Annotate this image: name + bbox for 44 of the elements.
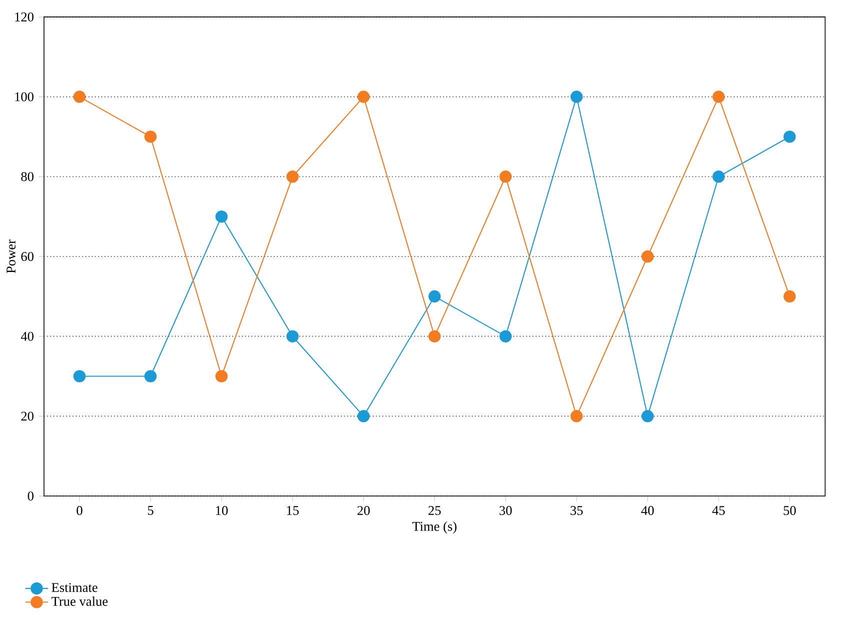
point (784, 290, 796, 303)
y-tick-label: 0 (28, 492, 34, 501)
point (73, 370, 86, 382)
point (357, 90, 370, 104)
point (144, 130, 157, 143)
point (215, 210, 228, 223)
y-axis-title: Power (6, 240, 16, 274)
y-tick-label: 60 (21, 252, 34, 262)
x-tick-label: 40 (641, 506, 654, 516)
point (642, 410, 654, 422)
point (428, 330, 441, 343)
point (144, 370, 157, 382)
point (570, 90, 583, 104)
x-tick-label: 25 (428, 506, 441, 516)
y-tick-label: 80 (21, 172, 34, 182)
legend-label: True value (52, 596, 108, 606)
point (286, 330, 299, 343)
point (642, 250, 654, 263)
point (499, 170, 512, 183)
x-tick-label: 50 (784, 506, 796, 516)
point (215, 370, 228, 382)
point (712, 170, 725, 183)
point (499, 330, 512, 343)
x-tick-label: 5 (148, 506, 154, 515)
x-tick-label: 0 (76, 506, 82, 516)
y-tick-label: 20 (21, 412, 34, 421)
point (712, 90, 725, 104)
legend-label: Estimate (52, 583, 98, 592)
x-tick-label: 20 (358, 506, 370, 516)
y-tick-label: 120 (15, 12, 34, 22)
y-tick-label: 100 (15, 92, 34, 102)
x-axis-title: Time (s) (412, 522, 456, 534)
point (784, 130, 796, 143)
point (73, 90, 86, 104)
point (570, 410, 583, 422)
x-tick-label: 30 (500, 506, 512, 516)
point (286, 170, 299, 183)
x-tick-label: 35 (570, 506, 583, 516)
x-tick-label: 10 (216, 506, 228, 516)
x-tick-label: 45 (712, 506, 725, 516)
y-tick-label: 40 (20, 332, 34, 341)
point (428, 290, 441, 303)
x-tick-label: 15 (287, 506, 299, 516)
point (357, 410, 370, 422)
